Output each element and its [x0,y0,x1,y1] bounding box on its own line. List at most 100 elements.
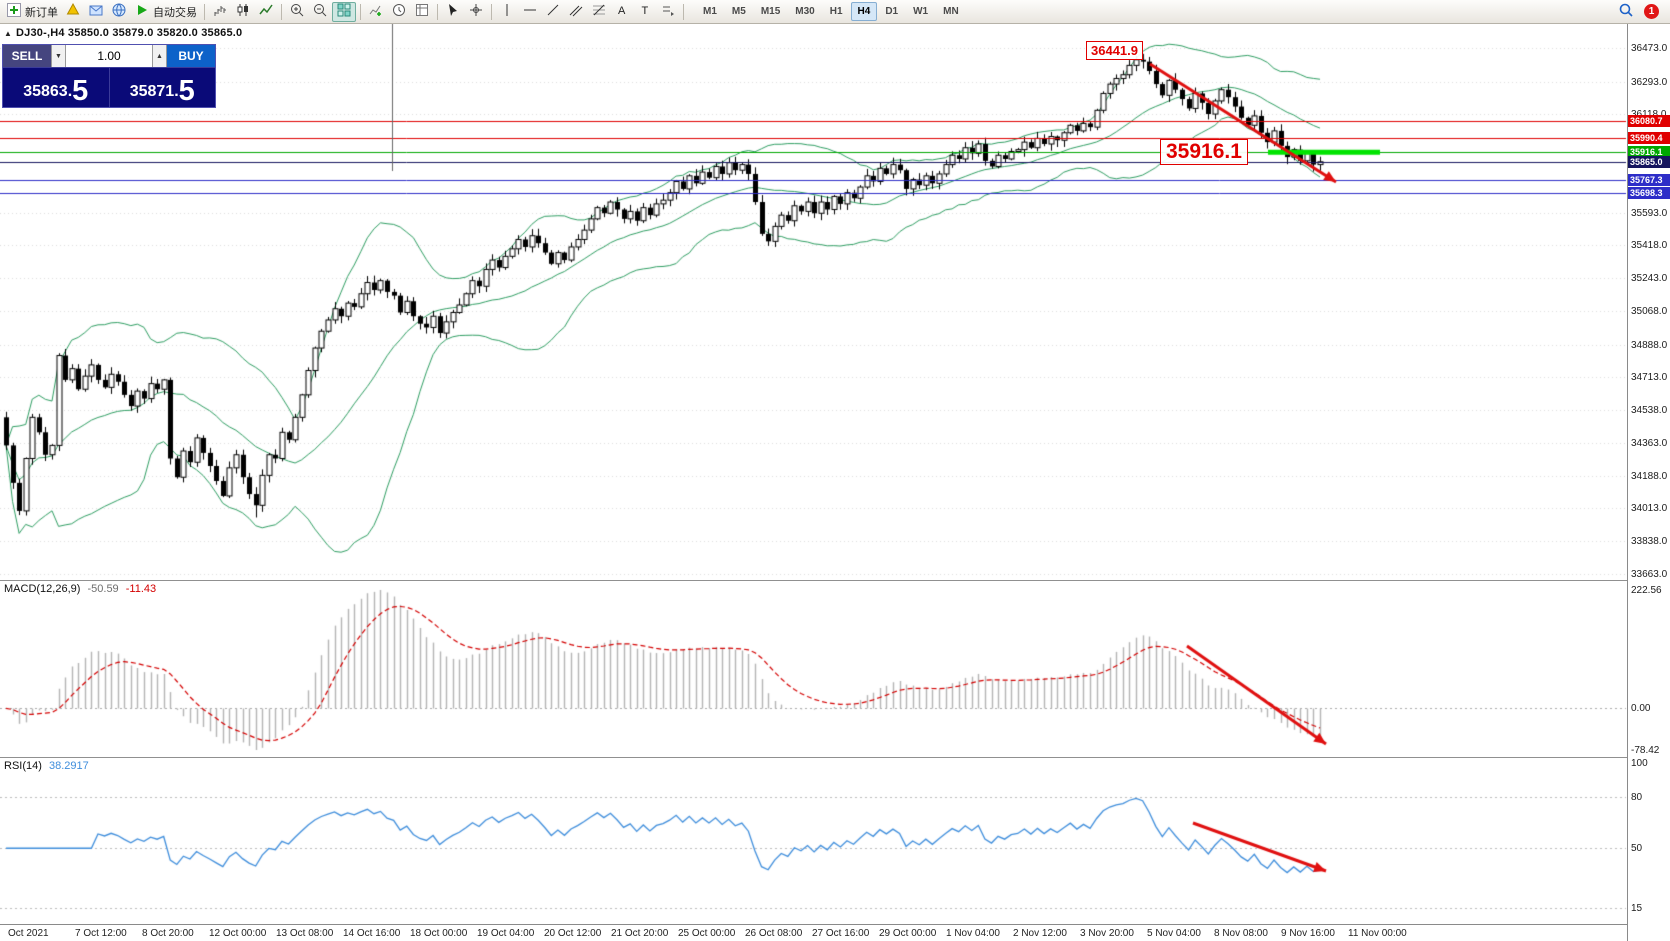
macd-signal-value: -11.43 [125,583,157,595]
time-axis-label: 27 Oct 16:00 [812,928,870,939]
rsi-pane-divider[interactable] [0,757,1627,758]
new-order-button[interactable]: 新订单 [3,2,61,22]
indicators-icon [368,2,384,21]
timeframe-h1-button[interactable]: H1 [829,6,843,17]
volume-increase-button[interactable]: ▲ [152,45,167,67]
price-axis-tick: 35418.0 [1631,240,1668,252]
volume-input[interactable]: 1.00 [66,45,152,67]
price-axis-tick: 33838.0 [1631,536,1668,548]
price-axis-tick: 34363.0 [1631,437,1668,449]
crosshair-button[interactable] [465,2,487,22]
trade-panel-prices: 35863. 5 35871. 5 [3,68,215,107]
mail-button[interactable] [85,2,107,22]
shapes-button[interactable] [657,2,679,22]
main-toolbar: 新订单 自动交易 A T M1 M5 M15 M30 H1 H4 D1 W1 MN 1 [0,0,1670,24]
line-chart-button[interactable] [255,2,277,22]
timeframe-mn-button[interactable]: MN [943,6,959,17]
volume-decrease-button[interactable]: ▼ [51,45,66,67]
sell-button[interactable]: SELL [3,45,51,67]
time-axis-label: 8 Nov 08:00 [1214,928,1268,939]
time-axis-label: 12 Oct 00:00 [209,928,267,939]
tile-windows-icon [336,2,352,21]
shapes-icon [660,2,676,21]
price-line-badge: 35990.4 [1628,132,1670,145]
macd-pane-divider[interactable] [0,580,1627,581]
trade-panel-collapse-icon[interactable]: ▲ [4,29,12,38]
time-axis-label: 14 Oct 16:00 [343,928,401,939]
price-axis-tick: 34013.0 [1631,503,1668,515]
price-axis-tick: 15 [1631,902,1643,914]
sell-price-display[interactable]: 35863. 5 [3,68,110,107]
autotrading-button[interactable]: 自动交易 [131,2,200,22]
price-line-badge: 35916.1 [1628,146,1670,159]
buy-price-display[interactable]: 35871. 5 [110,68,216,107]
candle-chart-button[interactable] [232,2,254,22]
crosshair-icon [468,2,484,21]
timeframe-m15-button[interactable]: M15 [760,6,781,17]
periods-button[interactable] [388,2,410,22]
price-axis-tick: 80 [1631,792,1643,804]
toolbar-separator [491,3,492,20]
price-axis-tick: -78.42 [1631,744,1660,756]
mail-icon [88,2,104,21]
timeframe-m1-button[interactable]: M1 [703,6,717,17]
fibonacci-button[interactable] [588,2,610,22]
svg-text:T: T [642,5,649,17]
time-axis-label: 3 Nov 20:00 [1080,928,1134,939]
time-axis-label: 29 Oct 00:00 [879,928,937,939]
buy-button[interactable]: BUY [167,45,215,67]
price-axis[interactable]: 36473.0 36293.0 36118.0 35593.0 35418.0 35243… [1627,24,1670,941]
indicators-button[interactable] [365,2,387,22]
trendline-button[interactable] [542,2,564,22]
channel-button[interactable] [565,2,587,22]
alerts-button[interactable] [62,2,84,22]
timeframe-m30-button[interactable]: M30 [795,6,815,17]
peak-price-annotation[interactable]: 36441.9 [1086,41,1143,60]
time-axis[interactable]: Oct 2021 7 Oct 12:00 8 Oct 20:00 12 Oct 00:… [0,924,1627,941]
candle-chart-icon [235,2,251,21]
bar-chart-button[interactable] [209,2,231,22]
search-icon [1618,2,1634,21]
label-button[interactable]: T [634,2,656,22]
fibonacci-icon [591,2,607,21]
price-axis-tick: 33663.0 [1631,569,1668,580]
tile-windows-button[interactable] [332,1,356,22]
time-axis-label: 11 Nov 00:00 [1348,928,1407,939]
timeframe-m5-button[interactable]: M5 [731,6,746,17]
toolbar-separator [683,3,684,20]
vline-button[interactable] [496,2,518,22]
time-axis-label: 7 Oct 12:00 [75,928,127,939]
zoom-in-button[interactable] [286,2,308,22]
timeframe-d1-button[interactable]: D1 [885,6,899,17]
zoom-out-button[interactable] [309,2,331,22]
timeframe-h4-button[interactable]: H4 [850,2,878,21]
timeframe-w1-button[interactable]: W1 [913,6,929,17]
toolbar-separator [437,3,438,20]
price-axis-tick: 36293.0 [1631,76,1668,88]
periods-icon [391,2,407,21]
rsi-name: RSI(14) [4,760,42,772]
notification-badge[interactable]: 1 [1644,4,1659,19]
templates-button[interactable] [411,2,433,22]
zoom-in-icon [289,2,305,21]
toolbar-separator [281,3,282,20]
web-button[interactable] [108,2,130,22]
search-button[interactable] [1615,2,1637,22]
templates-icon [414,2,430,21]
price-axis-tick: 35068.0 [1631,305,1668,317]
symbol-ohlc-header: DJ30-,H4 35850.0 35879.0 35820.0 35865.0 [16,27,243,39]
price-axis-tick: 0.00 [1631,703,1651,715]
time-axis-label: Oct 2021 [8,928,49,939]
toolbar-separator [204,3,205,20]
hline-button[interactable] [519,2,541,22]
cursor-button[interactable] [442,2,464,22]
web-icon [111,2,127,21]
level-price-annotation[interactable]: 35916.1 [1160,139,1248,165]
sell-price-base: 35863. [23,83,73,100]
text-button[interactable]: A [611,2,633,22]
trendline-icon [545,2,561,21]
price-line-badge: 35865.0 [1628,155,1670,168]
